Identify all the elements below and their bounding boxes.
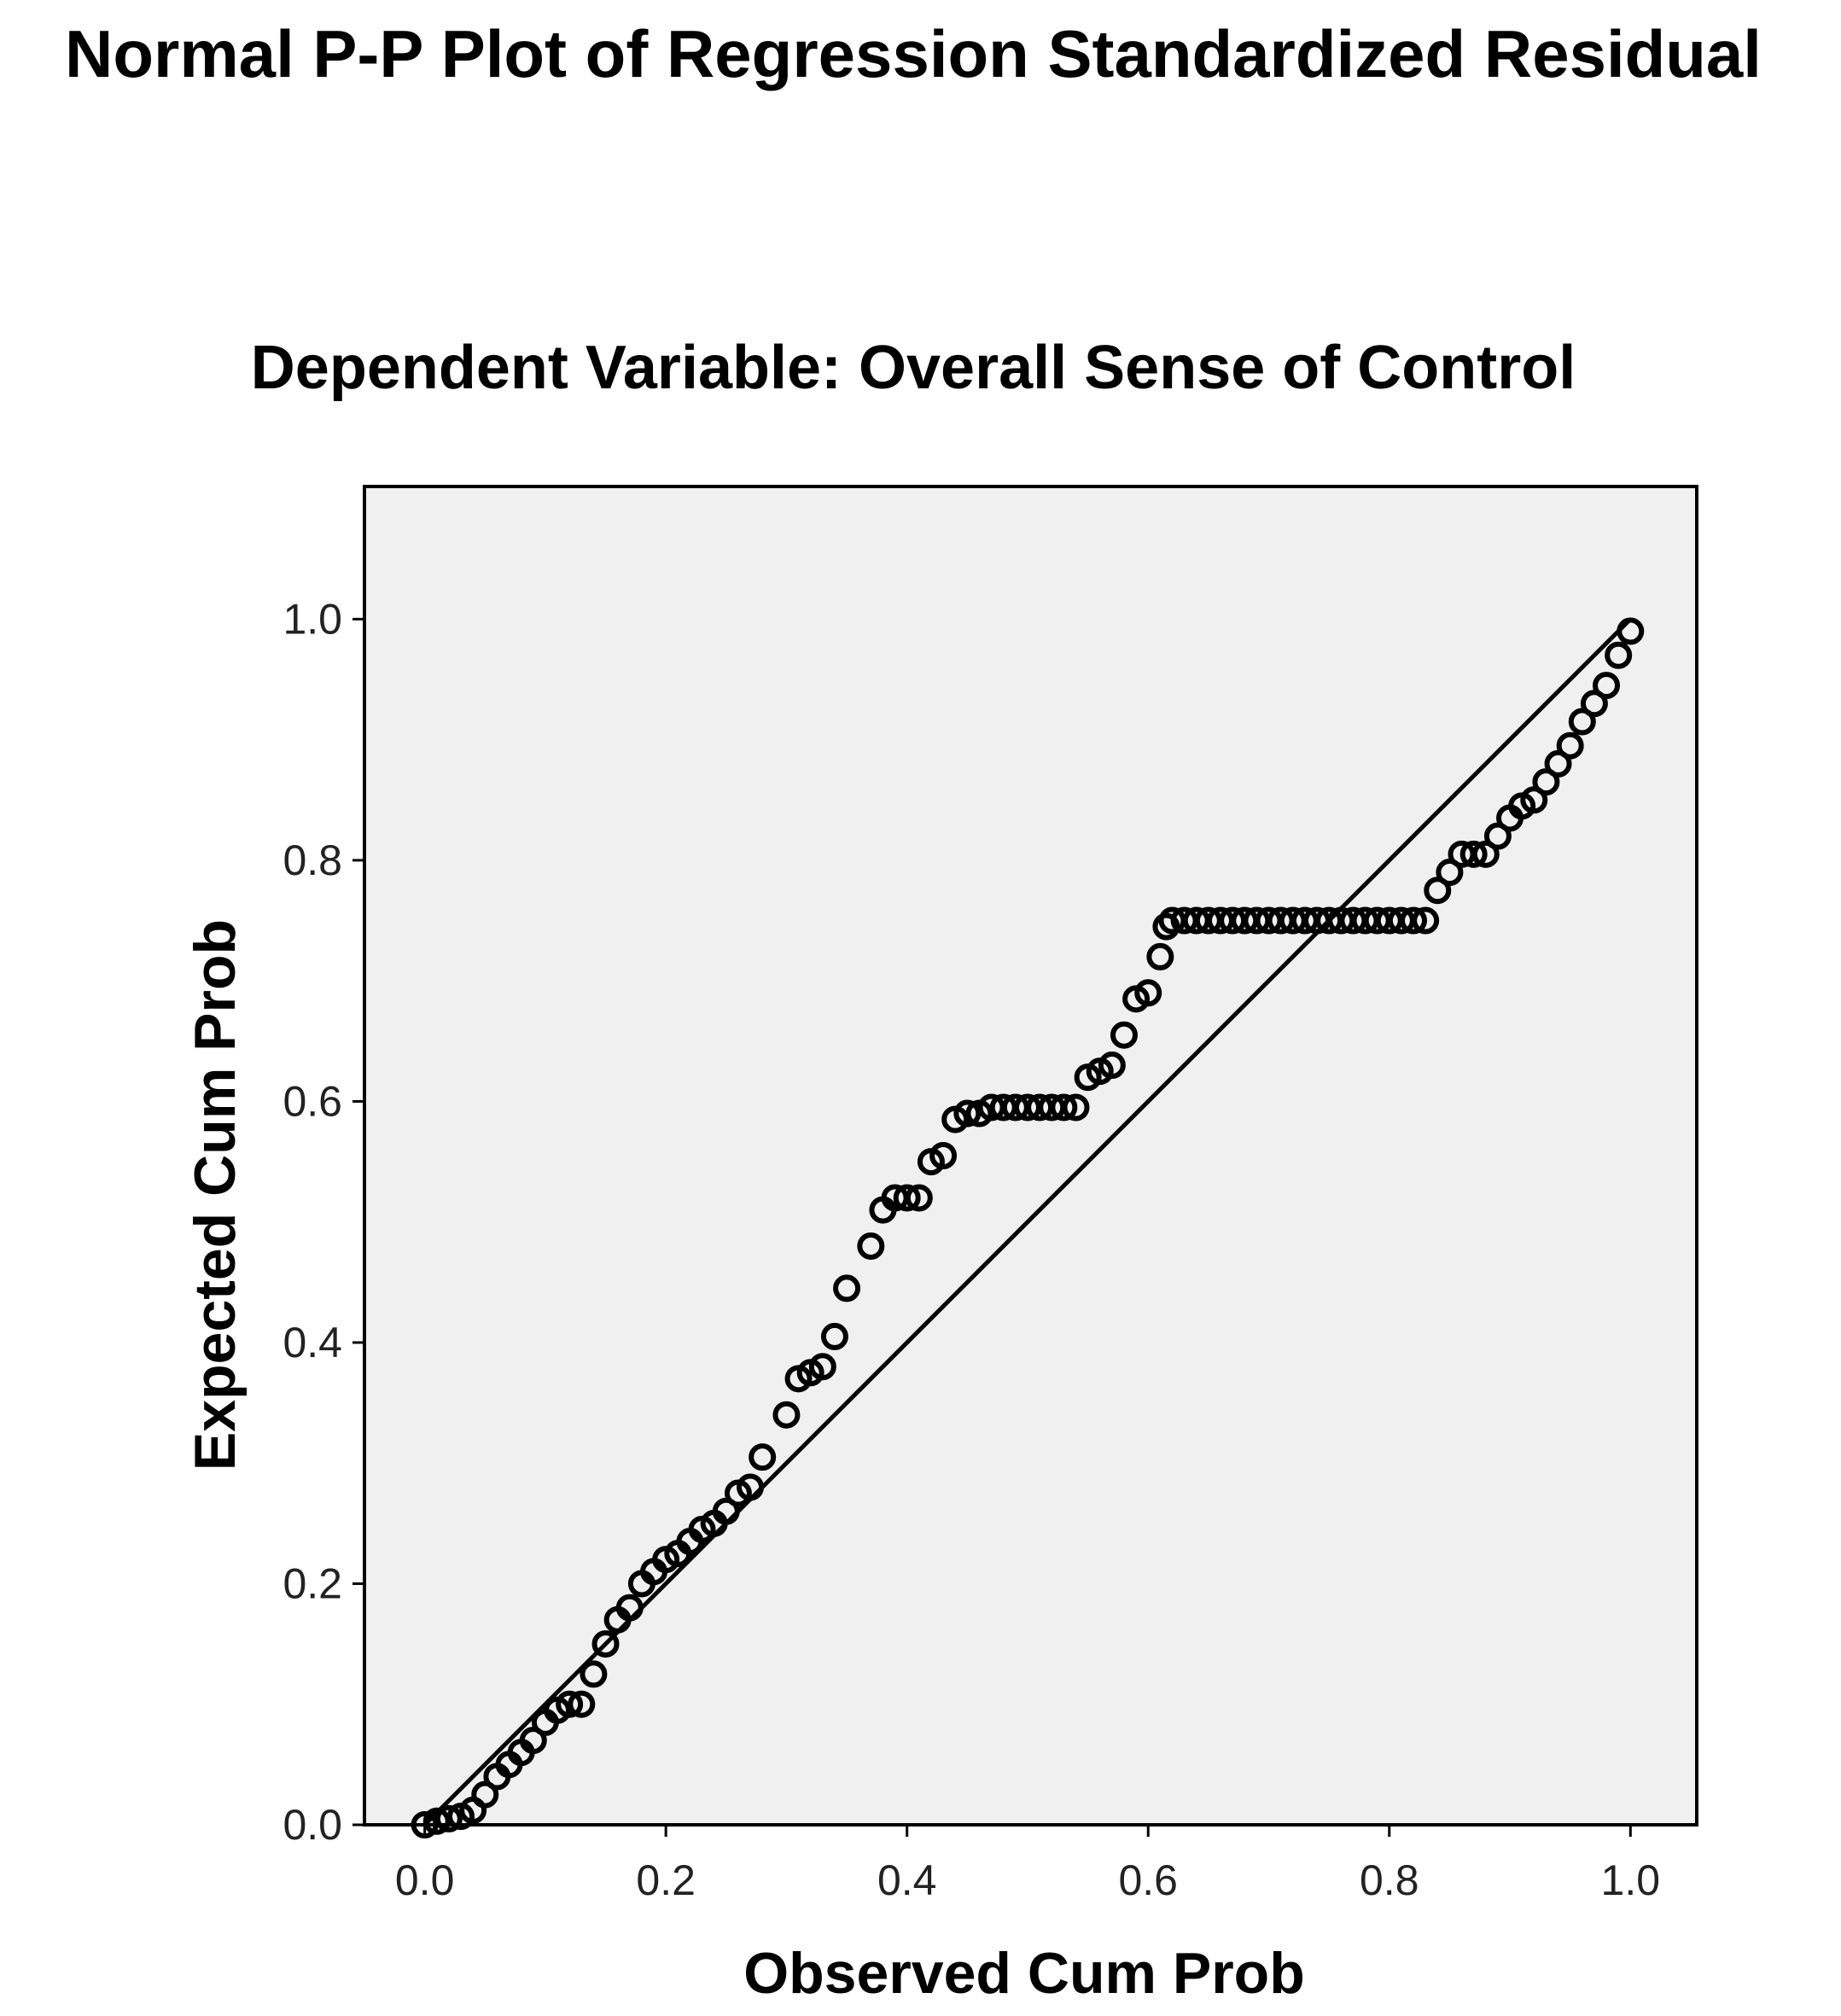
data-point xyxy=(905,1184,933,1212)
data-point xyxy=(1412,906,1440,935)
data-point xyxy=(1424,877,1452,905)
data-point xyxy=(1062,1093,1090,1122)
chart-title: Normal P-P Plot of Regression Standardiz… xyxy=(65,16,1762,91)
data-point xyxy=(1593,672,1621,700)
x-tick-label: 0.2 xyxy=(636,1856,696,1904)
data-point xyxy=(519,1727,547,1755)
data-point xyxy=(615,1594,644,1622)
data-point xyxy=(1605,641,1633,669)
data-point xyxy=(1580,690,1608,718)
data-point xyxy=(1617,617,1645,645)
data-point xyxy=(1532,768,1560,796)
data-point xyxy=(857,1232,885,1260)
x-axis-label: Observed Cum Prob xyxy=(743,1941,1305,2006)
data-point xyxy=(712,1497,740,1525)
data-point xyxy=(1459,840,1488,868)
y-tick-label: 0.4 xyxy=(283,1319,342,1366)
data-point xyxy=(1050,1093,1078,1122)
data-point xyxy=(893,1184,921,1212)
data-point xyxy=(591,1630,620,1658)
data-point xyxy=(808,1353,836,1381)
data-point xyxy=(556,1690,584,1718)
data-point xyxy=(1134,979,1162,1007)
y-axis-label: Expected Cum Prob xyxy=(183,919,248,1471)
data-point xyxy=(1098,1052,1126,1080)
x-tick-label: 0.6 xyxy=(1118,1856,1178,1904)
data-point xyxy=(737,1473,765,1501)
y-tick-label: 0.0 xyxy=(283,1801,342,1849)
x-tick-label: 1.0 xyxy=(1601,1856,1661,1904)
y-axis: 0.0 0.2 0.4 0.6 0.8 1.0 xyxy=(283,595,364,1849)
data-point xyxy=(434,1804,463,1832)
data-point xyxy=(749,1443,777,1471)
data-point xyxy=(568,1690,596,1718)
y-tick-label: 0.6 xyxy=(283,1077,342,1125)
data-point xyxy=(1436,859,1464,887)
data-point xyxy=(1556,731,1584,760)
data-point xyxy=(1544,749,1572,778)
data-point xyxy=(1110,1021,1138,1049)
data-point xyxy=(833,1274,861,1302)
plot-area xyxy=(363,485,1698,1827)
data-points xyxy=(411,617,1645,1838)
data-point xyxy=(1146,942,1174,970)
data-point xyxy=(1471,840,1500,868)
data-point xyxy=(1400,906,1428,935)
data-point xyxy=(929,1142,958,1169)
y-tick-label: 1.0 xyxy=(283,595,342,643)
chart-subtitle: Dependent Variable: Overall Sense of Con… xyxy=(251,334,1576,402)
x-axis: 0.0 0.2 0.4 0.6 0.8 1.0 xyxy=(395,1825,1660,1904)
data-point xyxy=(580,1660,608,1688)
data-point xyxy=(1520,786,1548,814)
y-tick-label: 0.2 xyxy=(283,1559,342,1607)
data-point xyxy=(953,1099,982,1127)
data-point xyxy=(820,1322,848,1350)
data-point xyxy=(471,1780,499,1809)
data-point xyxy=(422,1807,451,1835)
data-point xyxy=(772,1401,801,1429)
data-point xyxy=(1568,708,1596,736)
x-tick-label: 0.8 xyxy=(1360,1856,1419,1904)
data-point xyxy=(1483,822,1512,850)
x-tick-label: 0.4 xyxy=(877,1856,937,1904)
x-tick-label: 0.0 xyxy=(395,1856,455,1904)
data-point xyxy=(411,1811,439,1838)
y-tick-label: 0.8 xyxy=(283,836,342,884)
